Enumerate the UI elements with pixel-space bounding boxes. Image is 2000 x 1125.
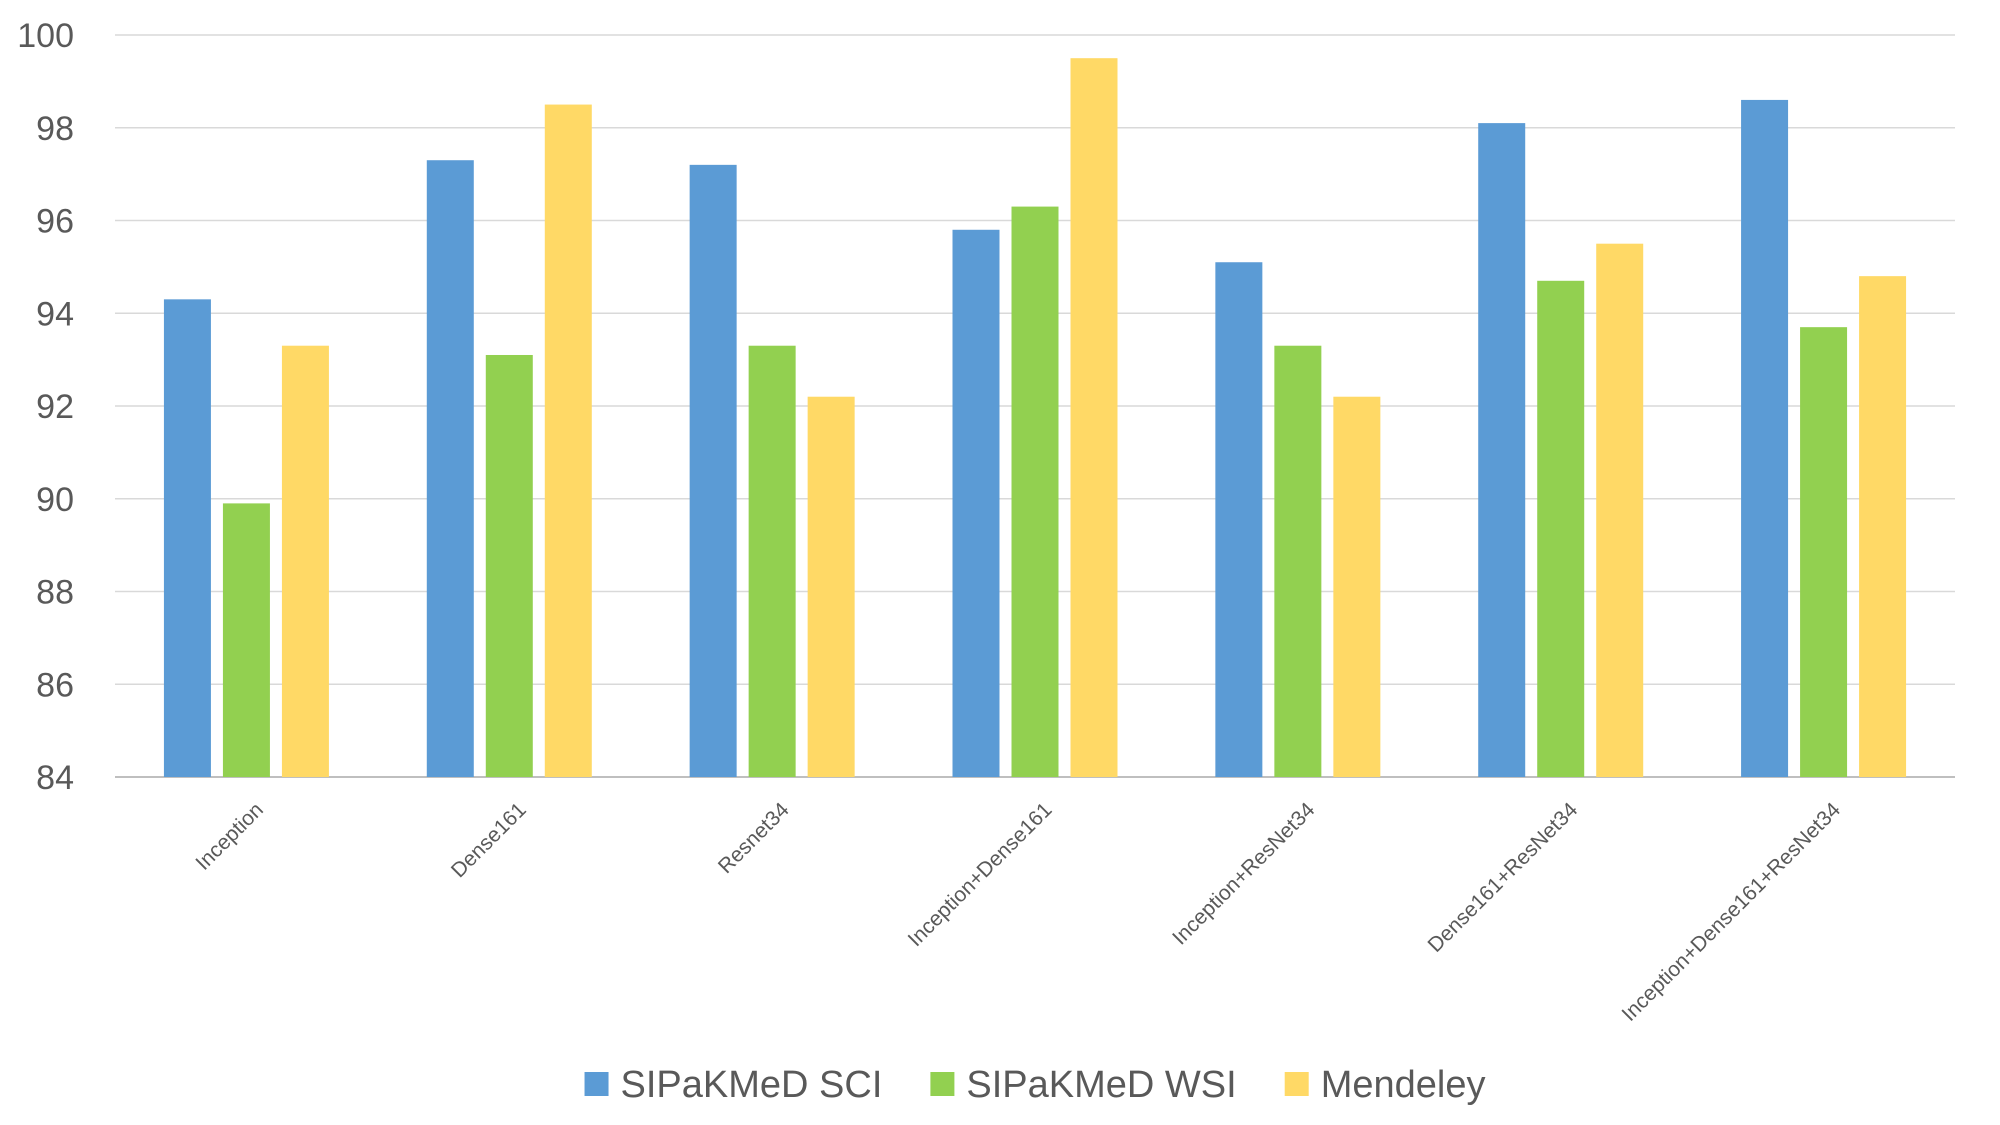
x-axis-ticks: Inception Dense161 Resnet34 Inception+Dense… — [191, 798, 1845, 1026]
bar-sipakmed-wsi-inception-resnet34 — [1274, 345, 1322, 777]
x-tick-label: Inception+Dense161 — [904, 798, 1057, 951]
y-tick-label: 90 — [36, 481, 74, 519]
bar-sipakmed-sci-dense161-resnet34 — [1478, 123, 1526, 778]
x-tick-label: Dense161+ResNet34 — [1424, 798, 1583, 957]
bar-mendeley-dense161-resnet34 — [1596, 243, 1644, 777]
bar-mendeley-resnet34 — [807, 396, 855, 777]
y-tick-label: 98 — [36, 110, 74, 148]
x-tick-label: Resnet34 — [714, 798, 794, 878]
x-tick-label: Inception+ResNet34 — [1168, 798, 1319, 949]
x-tick-label: Dense161 — [447, 798, 531, 882]
bar-mendeley-dense161 — [544, 104, 592, 777]
y-tick-label: 88 — [36, 574, 74, 612]
bar-sipakmed-sci-inception-dense161 — [952, 229, 1000, 777]
x-tick-label: Inception+Dense161+ResNet34 — [1617, 798, 1845, 1026]
bar-sipakmed-sci-resnet34 — [689, 164, 737, 778]
bar-sipakmed-sci-inception — [163, 299, 211, 777]
bar-sipakmed-wsi-resnet34 — [748, 345, 796, 777]
y-axis-ticks: 84 86 88 90 92 94 96 98 100 — [17, 17, 74, 797]
bar-sipakmed-wsi-inception — [222, 503, 270, 777]
y-tick-label: 84 — [36, 759, 74, 797]
y-tick-label: 94 — [36, 295, 74, 333]
bars — [163, 58, 1907, 778]
y-tick-label: 96 — [36, 203, 74, 241]
bar-mendeley-inception-dense161 — [1070, 58, 1118, 777]
legend-swatch-sipakmed-wsi — [930, 1072, 955, 1096]
legend-label: SIPaKMeD SCI — [621, 1064, 883, 1106]
y-tick-label: 92 — [36, 388, 74, 426]
legend-swatch-mendeley — [1284, 1072, 1309, 1096]
bar-sipakmed-wsi-inception-dense161-resnet34 — [1800, 327, 1848, 777]
bar-sipakmed-wsi-dense161-resnet34 — [1537, 280, 1585, 777]
y-tick-label: 100 — [17, 17, 74, 55]
legend: SIPaKMeD SCI SIPaKMeD WSI Mendeley — [584, 1064, 1486, 1106]
legend-label: Mendeley — [1321, 1064, 1486, 1106]
bar-mendeley-inception — [281, 345, 329, 777]
bar-sipakmed-sci-dense161 — [426, 160, 474, 777]
bar-mendeley-inception-dense161-resnet34 — [1859, 276, 1907, 777]
bar-sipakmed-wsi-inception-dense161 — [1011, 206, 1059, 777]
bar-sipakmed-wsi-dense161 — [485, 354, 533, 777]
legend-label: SIPaKMeD WSI — [966, 1064, 1236, 1106]
bar-sipakmed-sci-inception-dense161-resnet34 — [1741, 99, 1789, 778]
x-tick-label: Inception — [191, 798, 268, 875]
y-tick-label: 86 — [36, 666, 74, 704]
bar-mendeley-inception-resnet34 — [1333, 396, 1381, 777]
legend-swatch-sipakmed-sci — [584, 1072, 609, 1096]
bar-sipakmed-sci-inception-resnet34 — [1215, 262, 1263, 777]
